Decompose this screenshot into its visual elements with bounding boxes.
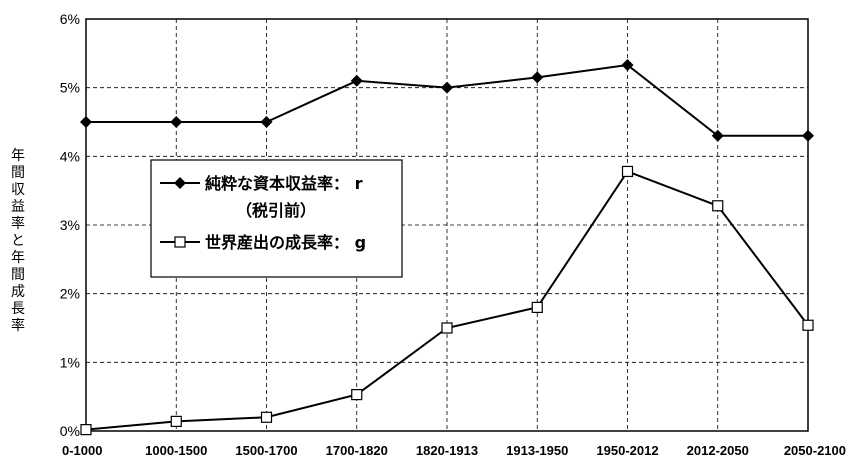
data-point-r (260, 116, 273, 128)
data-point-g (170, 415, 182, 427)
x-tick-label: 2050-2100 (784, 443, 846, 458)
data-point-g (260, 411, 273, 423)
x-tick-label: 0-1000 (62, 443, 102, 458)
x-tick-label: 1950-2012 (596, 443, 658, 458)
y-axis-label-char: 長 (11, 301, 25, 317)
x-tick-label: 2012-2050 (687, 443, 749, 458)
y-axis-label-char: 間 (11, 165, 25, 181)
y-axis-label-char: 率 (11, 317, 25, 334)
legend-label-g: 世界産出の成長率： g (205, 233, 366, 252)
data-point-g (531, 301, 543, 313)
data-point-r (170, 116, 183, 128)
legend: 純粋な資本収益率： r （税引前） 世界産出の成長率： g (150, 159, 403, 278)
legend-marker-r (174, 177, 186, 189)
data-point-r (711, 129, 724, 142)
x-axis-ticks: 0-1000 1000-1500 1500-1700 1700-1820 1820-19… (62, 443, 846, 458)
y-axis-label-char: 率 (11, 215, 25, 232)
y-tick-label: 6% (60, 11, 80, 27)
data-point-g (712, 200, 724, 212)
y-tick-label: 0% (60, 423, 80, 439)
y-axis-label-char: 益 (11, 199, 25, 215)
data-point-r (531, 71, 544, 84)
y-axis-label-char: 収 (11, 182, 25, 198)
data-point-r (441, 81, 453, 94)
legend-marker-g (174, 236, 186, 248)
y-axis-label-char: 成 (11, 284, 25, 300)
x-tick-label: 1913-1950 (506, 443, 568, 458)
y-tick-label: 2% (60, 286, 80, 302)
data-point-g (80, 424, 92, 436)
data-point-r (802, 129, 814, 142)
x-tick-label: 1500-1700 (235, 443, 297, 458)
y-axis-label-char: と (11, 233, 25, 249)
data-point-g (351, 389, 363, 401)
x-tick-label: 1820-1913 (416, 443, 478, 458)
data-point-g (802, 319, 814, 331)
y-tick-label: 5% (60, 80, 80, 96)
data-point-g (621, 165, 634, 178)
x-tick-label: 1700-1820 (326, 443, 388, 458)
legend-label-r: 純粋な資本収益率： r (205, 174, 363, 193)
x-tick-label: 1000-1500 (145, 443, 207, 458)
data-point-r (350, 74, 363, 87)
y-tick-label: 3% (60, 217, 80, 233)
data-point-g (441, 322, 453, 334)
series-group (80, 59, 814, 436)
y-axis-label-char: 間 (11, 267, 25, 283)
plot-area-border (85, 18, 809, 432)
y-axis-ticks: 0% 1% 2% 3% 4% 5% 6% (60, 11, 80, 439)
data-point-r (621, 59, 634, 72)
y-tick-label: 4% (60, 148, 80, 164)
y-axis-label-char: 年 (11, 250, 25, 266)
y-axis-label-char: 年 (11, 148, 25, 164)
legend-label-r-sub: （税引前） (236, 201, 316, 220)
data-point-r (80, 116, 92, 128)
y-tick-label: 1% (60, 354, 80, 370)
legend-box (150, 159, 403, 278)
